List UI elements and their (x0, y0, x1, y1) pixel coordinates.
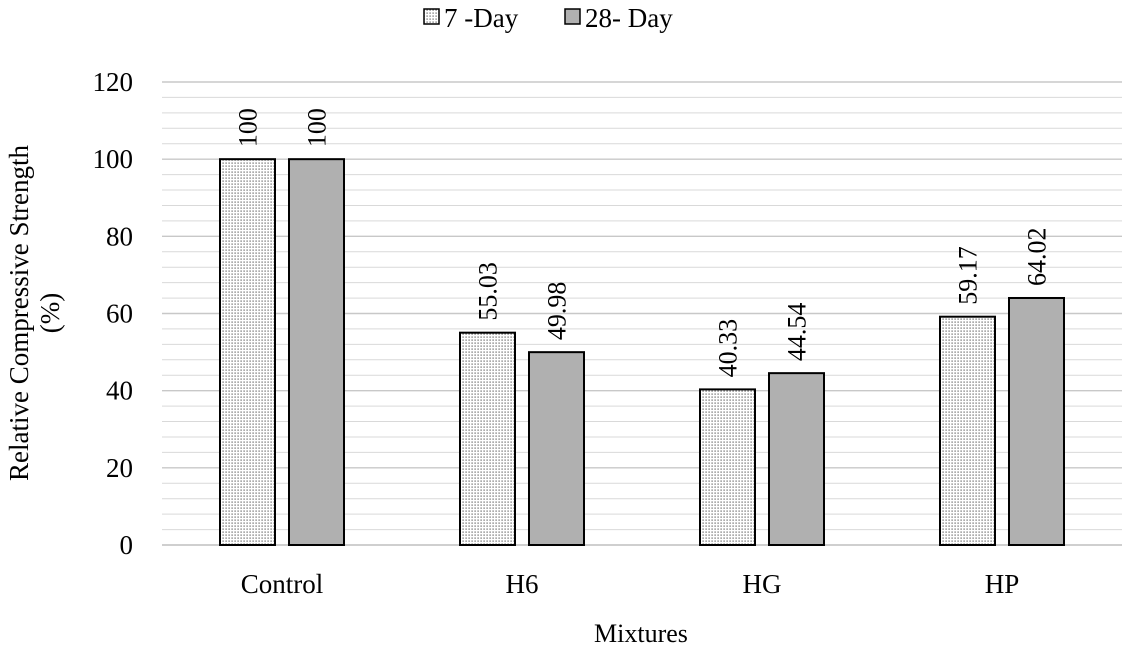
bar (459, 331, 516, 546)
y-axis-title: Relative Compressive Strength(%) (4, 145, 65, 481)
legend-swatch (423, 8, 440, 25)
y-tick-label: 100 (93, 144, 134, 174)
legend-swatch (564, 8, 581, 25)
legend-label: 7 -Day (444, 3, 519, 33)
data-label: 100 (234, 108, 263, 147)
x-tick-label: H6 (506, 569, 539, 599)
bars (219, 158, 1065, 547)
y-tick-label: 60 (106, 299, 133, 329)
y-tick-labels: 0 20 40 60 80 100 120 (93, 67, 134, 560)
bar (528, 351, 585, 546)
legend: 7 -Day 28- Day (423, 3, 673, 33)
x-tick-labels: Control H6 HG HP (241, 569, 1020, 599)
bar (219, 158, 276, 547)
y-axis-title-line: (%) (35, 293, 65, 333)
y-tick-label: 40 (106, 376, 133, 406)
x-tick-label: HG (743, 569, 782, 599)
y-tick-label: 0 (120, 530, 134, 560)
y-tick-label: 20 (106, 453, 133, 483)
data-label: 100 (303, 108, 332, 147)
data-label: 59.17 (954, 246, 983, 305)
y-axis-title-text: Relative Compressive Strength(%) (4, 145, 65, 481)
legend-label: 28- Day (585, 3, 673, 33)
y-tick-label: 80 (106, 221, 133, 251)
data-label: 55.03 (474, 262, 503, 321)
bar (768, 372, 825, 547)
data-label: 44.54 (783, 303, 812, 362)
x-tick-label: Control (241, 569, 324, 599)
bar (939, 315, 996, 546)
bar (699, 388, 756, 546)
data-label: 49.98 (543, 282, 572, 341)
bar (1008, 296, 1065, 546)
data-label: 64.02 (1023, 227, 1052, 286)
data-labels: 100 100 55.03 49.98 40.33 44.54 59.17 64.02 (234, 108, 1052, 377)
x-axis-title: Mixtures (594, 619, 688, 648)
data-label: 40.33 (714, 319, 743, 378)
bar (288, 158, 345, 547)
y-axis-title-line: Relative Compressive Strength (4, 145, 34, 481)
y-tick-label: 120 (93, 67, 134, 97)
x-tick-label: HP (985, 569, 1020, 599)
